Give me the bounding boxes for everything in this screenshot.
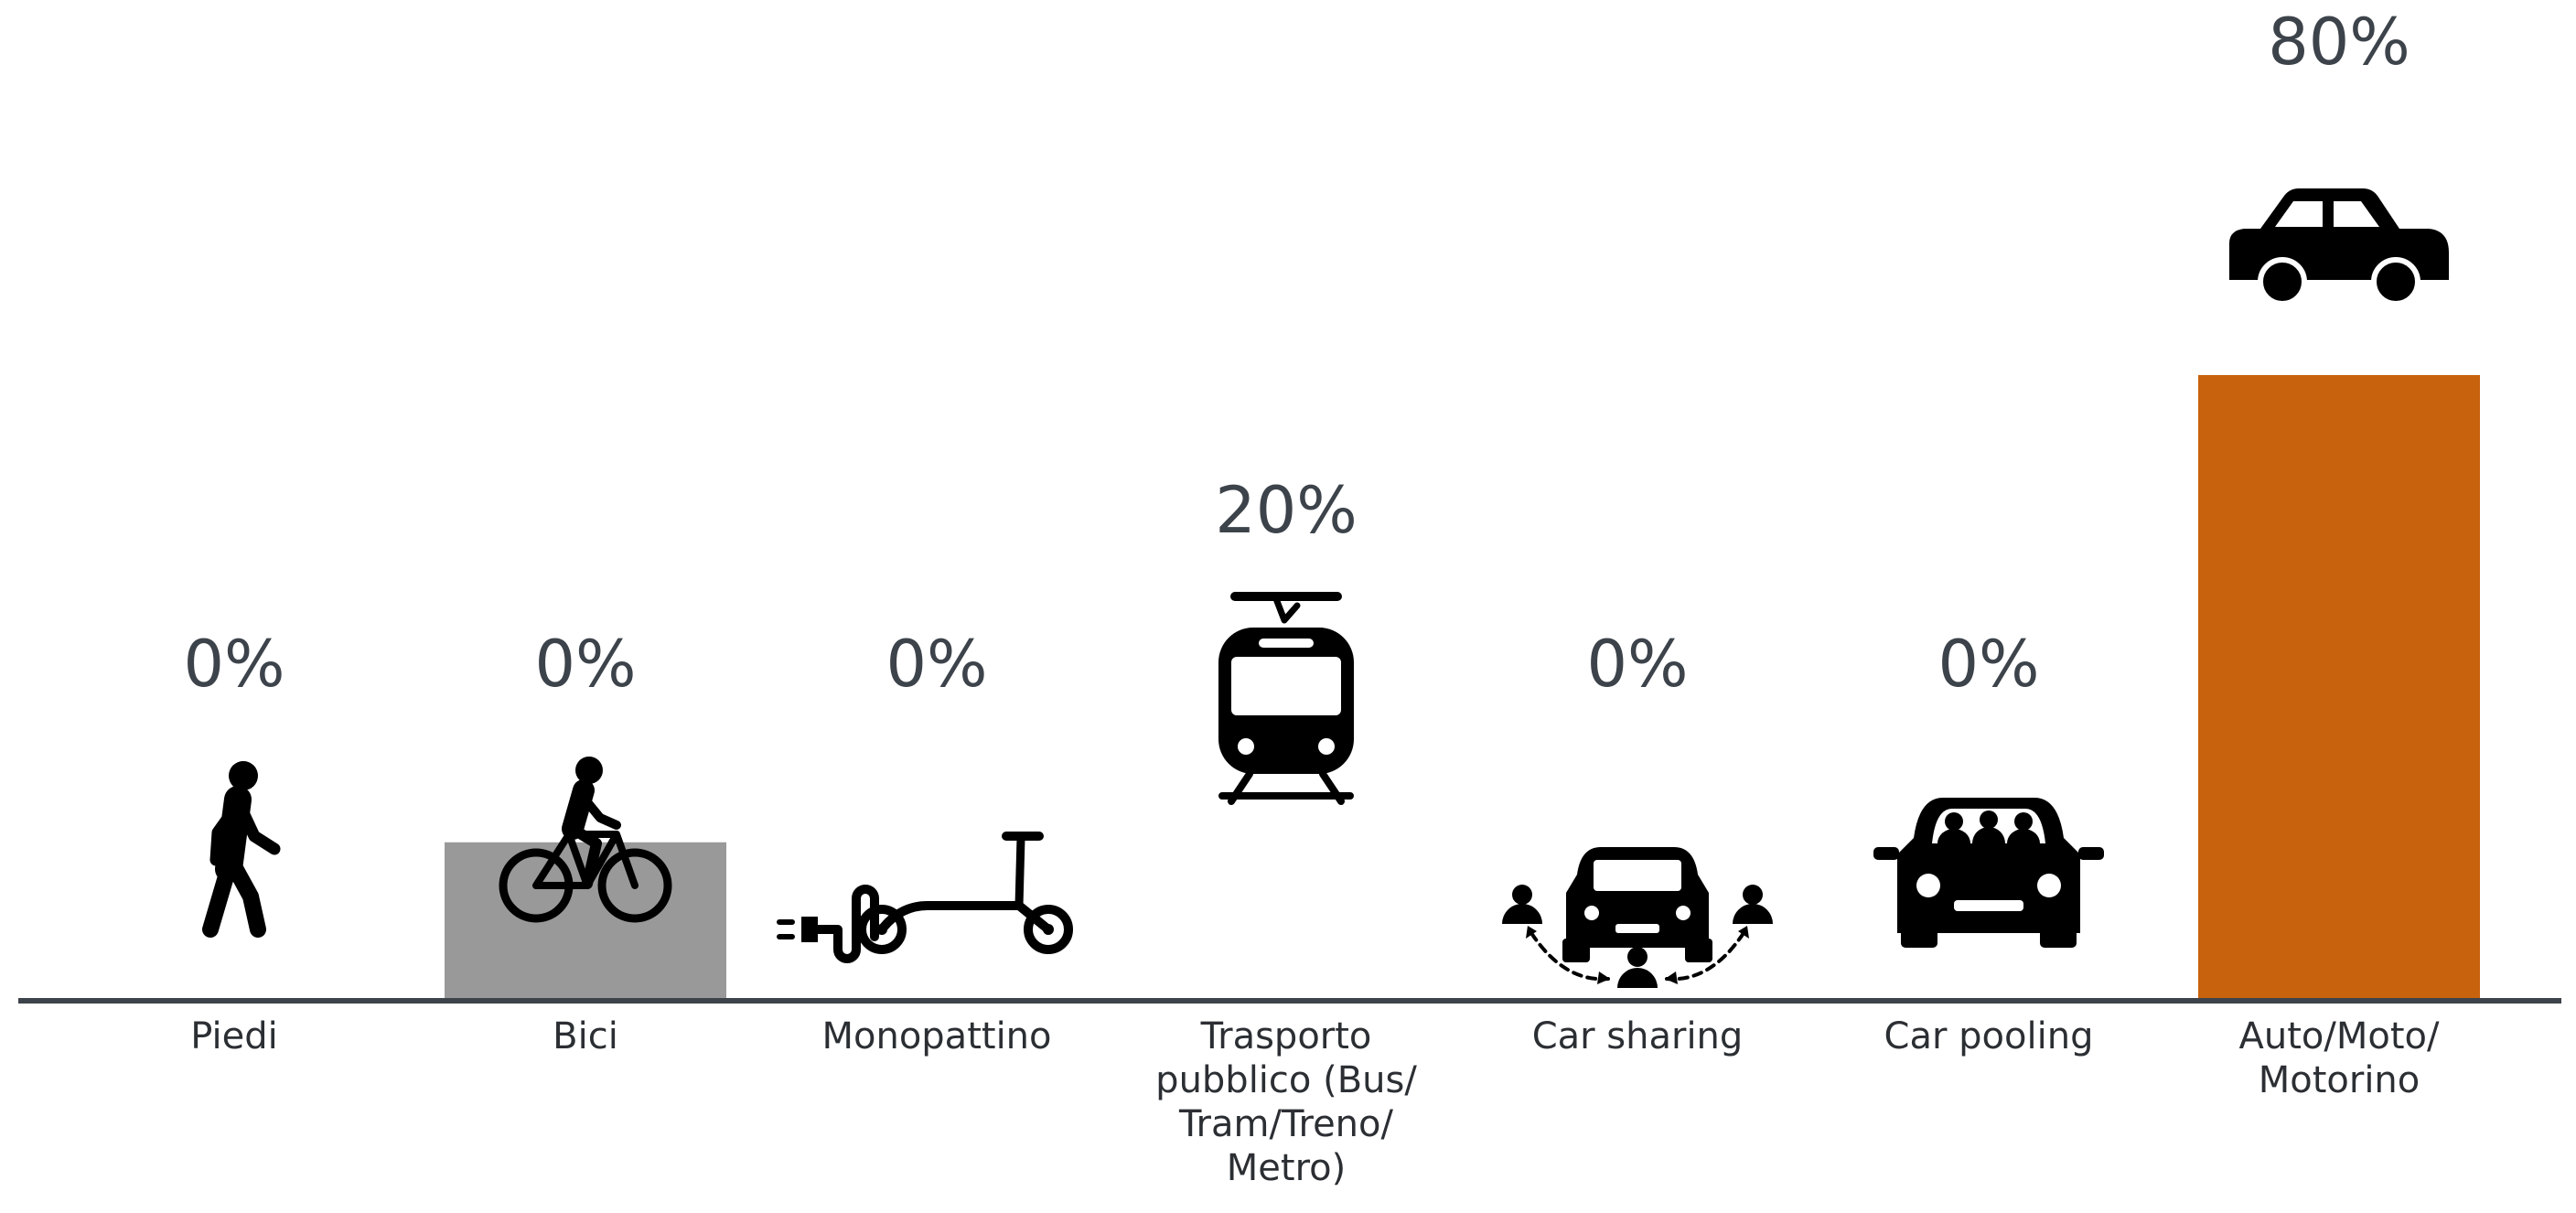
walking-person-icon: [202, 761, 281, 938]
category-label-line: Bici: [553, 1015, 618, 1057]
value-label: 80%: [2268, 5, 2410, 80]
category-label-line: Car sharing: [1532, 1015, 1744, 1057]
category-label-line: Metro): [1227, 1147, 1346, 1189]
value-label: 20%: [1215, 473, 1358, 548]
value-label: 0%: [183, 627, 284, 702]
bar: [445, 842, 726, 998]
icons-group: [202, 188, 2449, 988]
category-label-line: Monopattino: [821, 1015, 1051, 1057]
category-label: Car pooling: [1884, 1015, 2094, 1057]
value-label: 0%: [1937, 627, 2039, 702]
category-label-line: Auto/Moto/: [2239, 1015, 2440, 1057]
bicycle-icon: [499, 757, 672, 923]
bar: [2198, 375, 2480, 998]
category-label-line: pubblico (Bus/: [1155, 1059, 1417, 1101]
bars-group: [445, 375, 2480, 998]
car-sharing-icon: [1502, 847, 1773, 988]
category-label: Piedi: [190, 1015, 277, 1057]
car-icon: [2229, 188, 2449, 306]
category-label-line: Tram/Treno/: [1178, 1103, 1394, 1145]
value-label: 0%: [534, 627, 636, 702]
category-label: Auto/Moto/Motorino: [2239, 1015, 2440, 1101]
tram-icon: [1218, 592, 1354, 805]
category-labels-group: Piedi Bici Monopattino Trasporto pubblico (B…: [190, 1015, 2440, 1189]
category-label-line: Motorino: [2259, 1059, 2420, 1101]
category-label: Monopattino: [821, 1015, 1051, 1057]
car-pooling-icon: [1873, 798, 2104, 948]
category-label-line: Car pooling: [1884, 1015, 2094, 1057]
value-label: 0%: [1586, 627, 1688, 702]
category-label: Bici: [553, 1015, 618, 1057]
category-label: Trasporto pubblico (Bus/Tram/Treno/Metro): [1155, 1015, 1417, 1189]
value-labels-group: 0% 0% 0% 20% 0% 0% 80%: [183, 5, 2410, 702]
electric-scooter-icon: [777, 832, 1073, 963]
category-label: Car sharing: [1532, 1015, 1744, 1057]
category-label-line: Piedi: [190, 1015, 277, 1057]
value-label: 0%: [886, 627, 987, 702]
category-label-line: Trasporto: [1200, 1015, 1372, 1057]
